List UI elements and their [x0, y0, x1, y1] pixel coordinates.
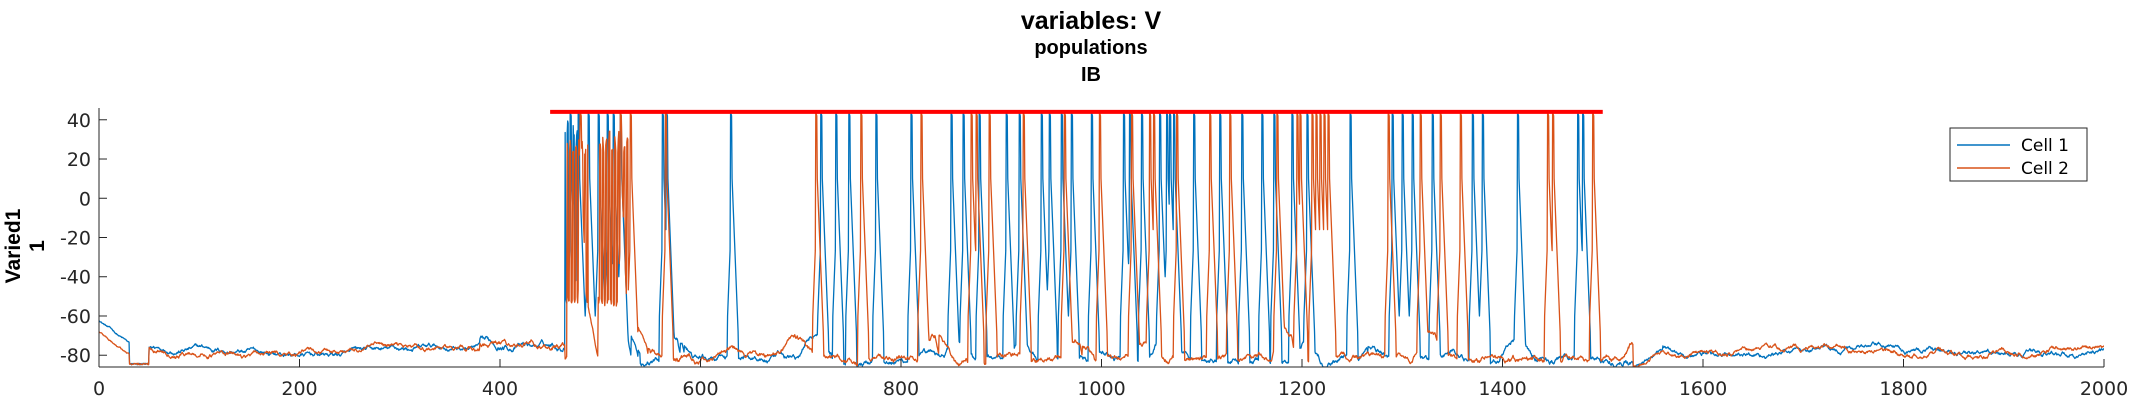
y-tick-label: 40 [67, 110, 91, 132]
y-axis-label-2: 1 [26, 240, 49, 252]
x-tick-label: 2000 [2080, 378, 2128, 400]
series-line-cell-1 [99, 111, 2104, 367]
legend-label-cell-1: Cell 1 [2021, 136, 2069, 156]
legend: Cell 1 Cell 2 [1949, 127, 2088, 182]
x-tick-label: 200 [281, 378, 317, 400]
chart-title: variables: V [1021, 7, 1162, 35]
x-tick-label: 1200 [1278, 378, 1326, 400]
x-tick-label: 0 [93, 378, 105, 400]
y-tick-label: 0 [79, 188, 91, 210]
x-tick-label: 1800 [1879, 378, 1927, 400]
traces [99, 109, 2104, 367]
legend-label-cell-2: Cell 2 [2021, 159, 2069, 179]
x-tick-label: 1600 [1679, 378, 1727, 400]
chart-subtitle-2: IB [1081, 64, 1101, 86]
series-line-cell-2 [99, 111, 2104, 367]
chart-subtitle-1: populations [1034, 37, 1147, 59]
y-tick-label: -60 [60, 306, 91, 328]
y-tick-label: -40 [60, 267, 91, 289]
y-tick-label: -80 [60, 345, 91, 367]
x-tick-label: 1000 [1077, 378, 1125, 400]
legend-box [1949, 127, 2088, 182]
axes [98, 108, 2104, 368]
x-tick-label: 1400 [1478, 378, 1526, 400]
ticks: 0 200 400 600 800 1000 1200 1400 1600 1800 2000402… [60, 110, 2128, 400]
x-tick-label: 800 [883, 378, 919, 400]
y-tick-label: -20 [60, 228, 91, 250]
x-tick-label: 600 [682, 378, 718, 400]
y-tick-label: 20 [67, 149, 91, 171]
y-axis-label: Varied1 [2, 208, 25, 283]
x-tick-label: 400 [482, 378, 518, 400]
